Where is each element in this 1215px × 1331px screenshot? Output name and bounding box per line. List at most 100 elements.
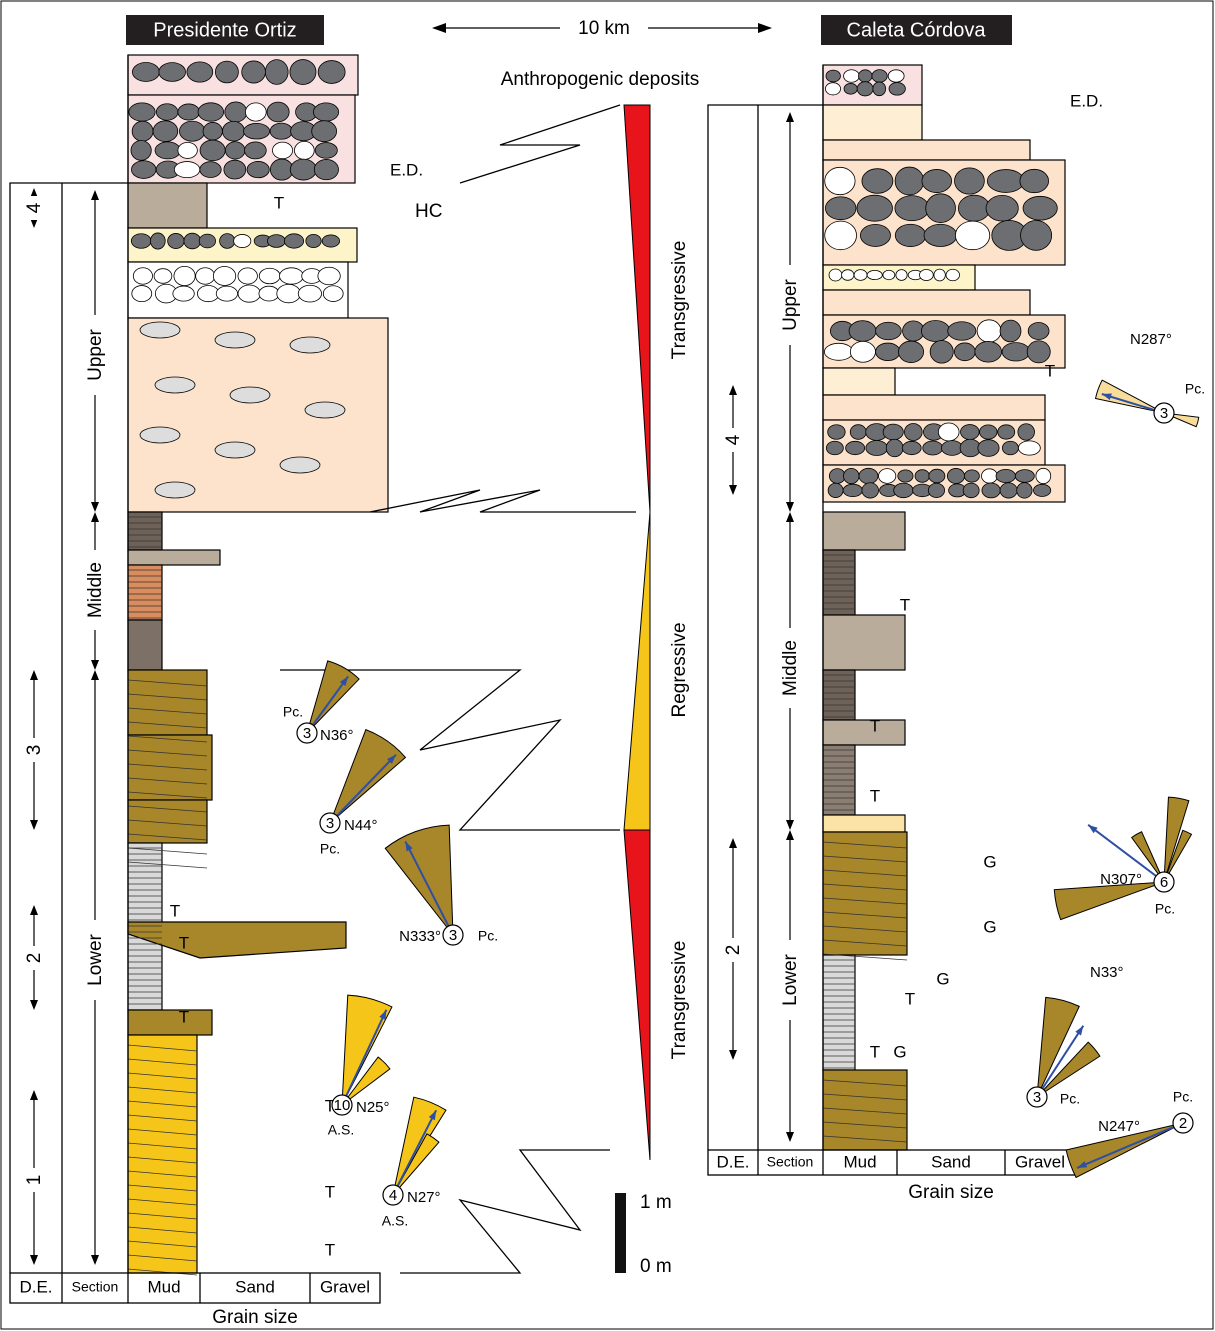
hc-label: HC — [415, 201, 442, 222]
bed — [823, 720, 905, 745]
facies-letter: T — [179, 933, 189, 952]
clast — [876, 322, 902, 339]
clast — [929, 469, 945, 483]
count: 2 — [1179, 1115, 1187, 1132]
clast — [131, 234, 151, 249]
grain-class: Mud — [147, 1277, 180, 1296]
clast — [153, 121, 178, 142]
clast — [883, 424, 903, 440]
clast — [265, 60, 288, 85]
clast — [245, 142, 267, 159]
grain-class: Gravel — [320, 1277, 370, 1296]
clast — [323, 286, 343, 302]
clast — [156, 104, 178, 121]
clast — [866, 440, 888, 455]
current-kind: Pc. — [320, 841, 340, 857]
clast — [298, 285, 321, 302]
unit-label: Upper — [85, 328, 106, 380]
clast — [222, 121, 244, 141]
unit-label: Lower — [85, 933, 106, 985]
clast — [824, 343, 853, 360]
bed — [823, 550, 855, 615]
count: 3 — [449, 927, 457, 944]
bed — [128, 1010, 212, 1035]
clast — [199, 234, 215, 248]
clast — [267, 235, 285, 248]
ed-label: E.D. — [1070, 91, 1103, 110]
clast — [924, 224, 957, 246]
clast — [270, 159, 293, 180]
clast — [154, 269, 172, 284]
phase-label: Regressive — [669, 622, 690, 717]
clast — [843, 484, 862, 496]
clast — [930, 340, 953, 363]
count: 10 — [334, 1097, 351, 1114]
axis-title: Grain size — [212, 1307, 298, 1328]
clast — [829, 469, 845, 484]
clast — [996, 469, 1016, 482]
clast — [1018, 424, 1035, 440]
clast — [867, 270, 882, 279]
clast — [1000, 320, 1021, 342]
clast — [946, 269, 959, 280]
clast — [955, 168, 985, 194]
grain-class: Gravel — [1015, 1152, 1065, 1171]
bed — [823, 512, 905, 550]
clast — [1017, 483, 1032, 498]
clast — [982, 483, 1000, 498]
bed — [128, 1035, 197, 1273]
shell — [230, 387, 270, 403]
clast — [844, 468, 860, 483]
figure: Presidente Ortiz Caleta Córdova 10 km An… — [0, 0, 1215, 1331]
clast — [200, 140, 225, 161]
clast — [858, 70, 872, 82]
clast — [873, 82, 886, 96]
scale-bar — [615, 1193, 626, 1273]
facies-letter: T — [179, 1007, 189, 1026]
clast — [216, 286, 237, 301]
clast — [850, 341, 875, 362]
facies-letter: T — [900, 595, 910, 614]
unit-label: Middle — [85, 562, 106, 618]
bed — [823, 105, 922, 140]
clast — [132, 286, 152, 302]
clast — [159, 63, 186, 82]
clast — [850, 425, 866, 440]
clast — [938, 423, 959, 441]
facies-letter: T — [325, 1240, 335, 1259]
shell — [280, 457, 320, 473]
clast — [322, 235, 339, 247]
count: 3 — [326, 815, 334, 832]
shell — [155, 482, 195, 498]
count: 3 — [1160, 405, 1168, 422]
shell — [305, 402, 345, 418]
facies-letter: T — [870, 1042, 880, 1061]
clast — [196, 268, 215, 284]
clast — [155, 142, 180, 159]
clast — [860, 224, 890, 246]
count: 6 — [1160, 874, 1168, 891]
bed — [823, 395, 1045, 420]
site-title: Presidente Ortiz — [153, 19, 296, 41]
clast — [245, 103, 266, 121]
clast — [902, 441, 921, 454]
clast — [975, 341, 1002, 362]
clast — [948, 322, 976, 340]
clast — [294, 141, 314, 159]
grain-class: Mud — [843, 1152, 876, 1171]
shell — [215, 442, 255, 458]
unit-label: Middle — [780, 640, 801, 696]
clast — [187, 62, 213, 82]
clast — [922, 169, 952, 192]
clast — [150, 233, 165, 249]
clast — [312, 121, 337, 142]
clast — [1002, 343, 1030, 361]
clast — [174, 266, 195, 285]
clast — [947, 468, 964, 483]
clast — [133, 268, 152, 285]
azimuth: N33° — [1090, 964, 1124, 981]
clast — [895, 224, 925, 246]
bed — [128, 512, 162, 550]
scale-label: 0 m — [640, 1256, 672, 1277]
clast — [888, 70, 904, 82]
